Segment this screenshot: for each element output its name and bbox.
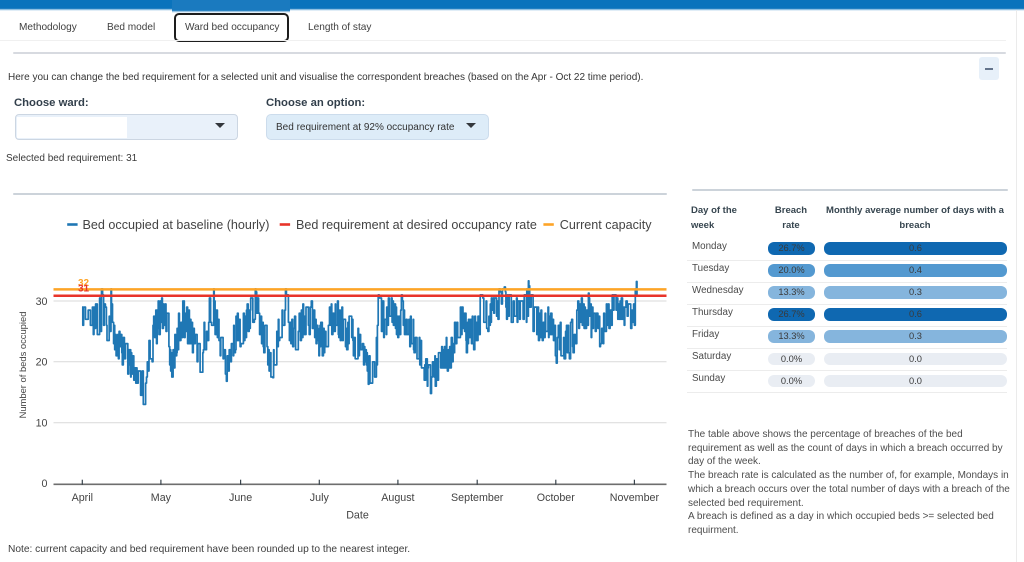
svg-text:Date: Date: [346, 510, 369, 522]
svg-text:20: 20: [36, 357, 48, 369]
svg-text:Bed requirement at desired occ: Bed requirement at desired occupancy rat…: [296, 218, 537, 232]
svg-text:Bed occupied at baseline (hour: Bed occupied at baseline (hourly): [83, 218, 270, 232]
svg-text:31: 31: [78, 284, 90, 295]
svg-text:0: 0: [42, 478, 48, 490]
svg-text:10: 10: [36, 417, 48, 429]
svg-text:32: 32: [78, 278, 90, 289]
svg-text:September: September: [451, 492, 504, 504]
svg-text:April: April: [72, 492, 93, 504]
svg-text:Number of beds occupied: Number of beds occupied: [17, 312, 28, 419]
svg-text:June: June: [229, 492, 252, 504]
svg-text:August: August: [381, 492, 414, 504]
svg-text:May: May: [151, 492, 172, 504]
svg-text:October: October: [537, 492, 575, 504]
svg-text:July: July: [310, 492, 330, 504]
svg-text:Current capacity: Current capacity: [560, 218, 652, 232]
svg-text:November: November: [610, 492, 660, 504]
svg-text:30: 30: [36, 296, 48, 308]
